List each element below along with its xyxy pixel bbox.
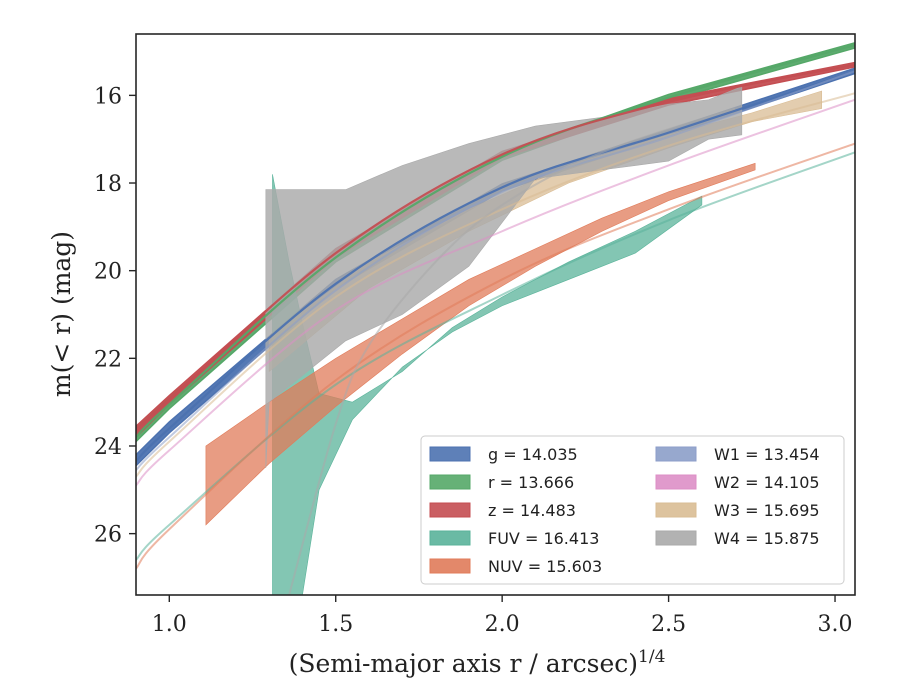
series-line-g (136, 70, 855, 463)
legend-swatch-r (429, 474, 471, 490)
y-tick-label: 22 (94, 347, 122, 372)
legend-label-r: r = 13.666 (488, 473, 574, 492)
legend-label-nuv: NUV = 15.603 (488, 557, 602, 576)
band-r (136, 41, 855, 443)
legend: g = 14.035 r = 13.666 z = 14.483 FUV = 16.4… (420, 435, 845, 585)
series-line-fuv (136, 151, 855, 561)
legend-box (420, 435, 845, 585)
legend-swatch-w3 (655, 502, 697, 518)
legend-swatch-w2 (655, 474, 697, 490)
legend-label-w2: W2 = 14.105 (714, 473, 820, 492)
legend-swatch-fuv (429, 530, 471, 546)
series-line-r (136, 43, 855, 439)
series-line-w4 (288, 107, 736, 595)
legend-label-w1: W1 = 13.454 (714, 445, 820, 464)
legend-label-w3: W3 = 15.695 (714, 501, 820, 520)
x-axis-title-main: (Semi-major axis r / arcsec) (289, 649, 638, 678)
x-axis: 1.0 1.5 2.0 2.5 3.0 (152, 595, 853, 637)
y-axis-title: m(< r) (mag) (47, 231, 76, 397)
x-tick-label: 3.0 (818, 612, 853, 637)
y-tick-label: 24 (94, 435, 122, 460)
y-tick-label: 16 (94, 84, 122, 109)
y-axis: 16 18 20 22 24 26 (94, 84, 136, 548)
series-line-nuv (136, 142, 855, 570)
legend-swatch-z (429, 502, 471, 518)
x-tick-label: 2.5 (651, 612, 686, 637)
x-axis-title-exponent: 1/4 (638, 647, 665, 667)
band-nuv (205, 162, 756, 526)
legend-swatch-w4 (655, 530, 697, 546)
plot-area (136, 41, 855, 595)
legend-swatch-g (429, 446, 471, 462)
x-tick-label: 2.0 (485, 612, 520, 637)
series-line-z (136, 63, 855, 432)
legend-label-g: g = 14.035 (488, 445, 578, 464)
x-axis-title: (Semi-major axis r / arcsec)1/4 (289, 647, 666, 678)
band-w4 (265, 86, 743, 468)
series-line-w3 (136, 92, 855, 478)
legend-swatch-nuv (429, 558, 471, 574)
series-line-w1 (136, 70, 855, 471)
y-tick-label: 20 (94, 260, 122, 285)
legend-label-w4: W4 = 15.875 (714, 529, 820, 548)
plot-frame (135, 33, 856, 596)
y-tick-label: 18 (94, 172, 122, 197)
legend-label-fuv: FUV = 16.413 (488, 529, 599, 548)
series-line-w2 (136, 98, 855, 487)
y-tick-label: 26 (94, 523, 122, 548)
x-tick-label: 1.5 (318, 612, 353, 637)
x-tick-label: 1.0 (152, 612, 187, 637)
legend-label-z: z = 14.483 (488, 501, 576, 520)
legend-swatch-w1 (655, 446, 697, 462)
